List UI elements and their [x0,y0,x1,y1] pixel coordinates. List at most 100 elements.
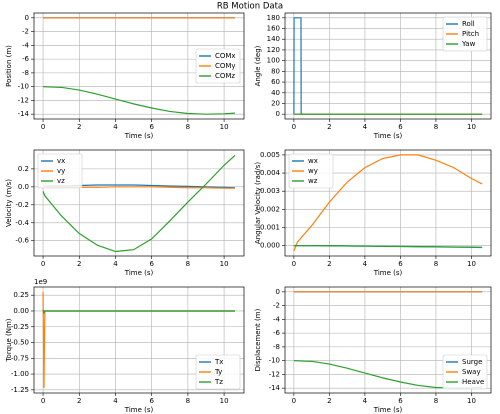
y-tick-label: -10 [18,83,29,91]
x-tick-label: 8 [186,260,190,268]
series-line [293,154,483,252]
y-tick-label: 0.2 [18,165,29,173]
x-tick-label: 10 [220,123,229,131]
x-tick-label: 4 [363,397,368,405]
legend-box [195,48,241,84]
x-tick-label: 8 [186,397,190,405]
figure-title: RB Motion Data [217,2,283,12]
x-tick-label: 0 [292,123,296,131]
subplot: 0 2 4 6 8 10 0 -2 -4 -6 -8 -10 -12 -14 Time (s) Positio… [5,12,245,140]
legend-box [37,153,83,189]
y-axis-label: Velocity (m/s) [5,179,13,227]
x-axis-label: Time (s) [373,406,403,414]
x-axis-label: Time (s) [373,132,403,140]
y-tick-label: -0.6 [15,237,29,245]
y-tick-label: 0.001 [260,224,280,232]
legend-label: vx [57,157,65,165]
y-tick-label: -12 [269,370,280,378]
y-tick-label: 0.002 [260,205,280,213]
legend-label: Roll [462,20,475,28]
x-tick-label: 0 [292,397,296,405]
legend-label: Ty [214,368,222,376]
legend-box [288,153,334,189]
x-tick-label: 6 [398,260,403,268]
subplot: 0 2 4 6 8 10 -0.6 -0.4 -0.2 0.0 0.2 Time (s) Velocit… [5,149,245,277]
x-tick-label: 10 [467,123,476,131]
legend-label: Heave [462,378,484,386]
y-tick-label: -2 [22,28,29,36]
y-tick-label: 0.003 [260,187,280,195]
y-tick-label: 0 [25,14,29,22]
x-tick-label: 10 [467,397,476,405]
y-tick-label: 0.00 [13,307,29,315]
y-tick-label: -10 [269,357,280,365]
x-tick-label: 8 [186,123,190,131]
x-tick-label: 10 [220,260,229,268]
y-axis-label: Angular Velocity (rad/s) [254,162,262,244]
axes-frame [33,12,245,120]
y-tick-label: 120 [267,46,280,54]
x-tick-label: 4 [113,123,118,131]
y-tick-label: -0.4 [15,219,29,227]
y-tick-label: 0.0 [18,183,29,191]
y-tick-label: -8 [22,69,29,77]
y-tick-label: 140 [267,35,280,43]
y-tick-label: -0.50 [11,339,29,347]
axes-frame [33,286,245,394]
x-tick-label: 0 [41,123,45,131]
x-tick-label: 2 [327,123,331,131]
axes-frame [284,286,492,394]
y-tick-label: -4 [273,315,281,323]
legend-label: wz [308,177,318,185]
y-tick-label: 20 [271,99,280,107]
x-tick-label: 0 [292,260,296,268]
series-line [42,309,235,315]
x-tick-label: 4 [363,123,368,131]
x-tick-label: 10 [467,260,476,268]
y-tick-label: 0 [276,288,280,296]
x-tick-label: 2 [327,260,331,268]
y-tick-label: 0.004 [260,169,281,177]
series-line [43,86,235,115]
x-tick-label: 2 [327,397,331,405]
y-tick-label: 100 [267,57,280,65]
legend-label: Tx [214,358,223,366]
x-axis-label: Time (s) [373,269,403,277]
x-axis-label: Time (s) [124,269,154,277]
x-tick-label: 2 [77,260,81,268]
subplot: 0 2 4 6 8 10 0.000 0.001 0.002 0.003 0.004 0.005 Tim… [254,149,492,277]
legend-label: COMy [215,62,236,70]
y-axis-label: Displacement (m) [254,308,262,371]
legend-label: vy [57,167,65,175]
y-tick-label: 0.25 [13,291,29,299]
legend-label: Sway [462,368,481,376]
x-axis-label: Time (s) [124,132,154,140]
x-tick-label: 4 [113,397,118,405]
legend-box [442,16,488,52]
x-tick-label: 6 [398,123,403,131]
y-tick-label: -2 [273,302,280,310]
y-tick-label: 180 [267,14,280,22]
x-tick-label: 6 [398,397,403,405]
y-tick-label: -14 [269,384,281,392]
legend-box [195,354,241,390]
legend-label: wy [308,167,318,175]
y-tick-label: -4 [22,41,30,49]
y-tick-label: -14 [18,110,30,118]
y-tick-label: 60 [271,78,280,86]
axes-frame [284,149,492,257]
legend-label: Pitch [462,30,479,38]
x-tick-label: 8 [434,397,438,405]
x-tick-label: 6 [149,397,154,405]
legend-label: COMx [215,52,236,60]
legend-label: vz [57,177,65,185]
y-tick-label: -0.75 [11,354,29,362]
x-tick-label: 10 [220,397,229,405]
series-line [293,245,483,249]
x-tick-label: 6 [149,260,154,268]
y-axis-label: Torque (Nm) [5,318,13,362]
y-tick-label: 0.000 [260,242,280,250]
y-tick-label: -0.2 [15,201,29,209]
